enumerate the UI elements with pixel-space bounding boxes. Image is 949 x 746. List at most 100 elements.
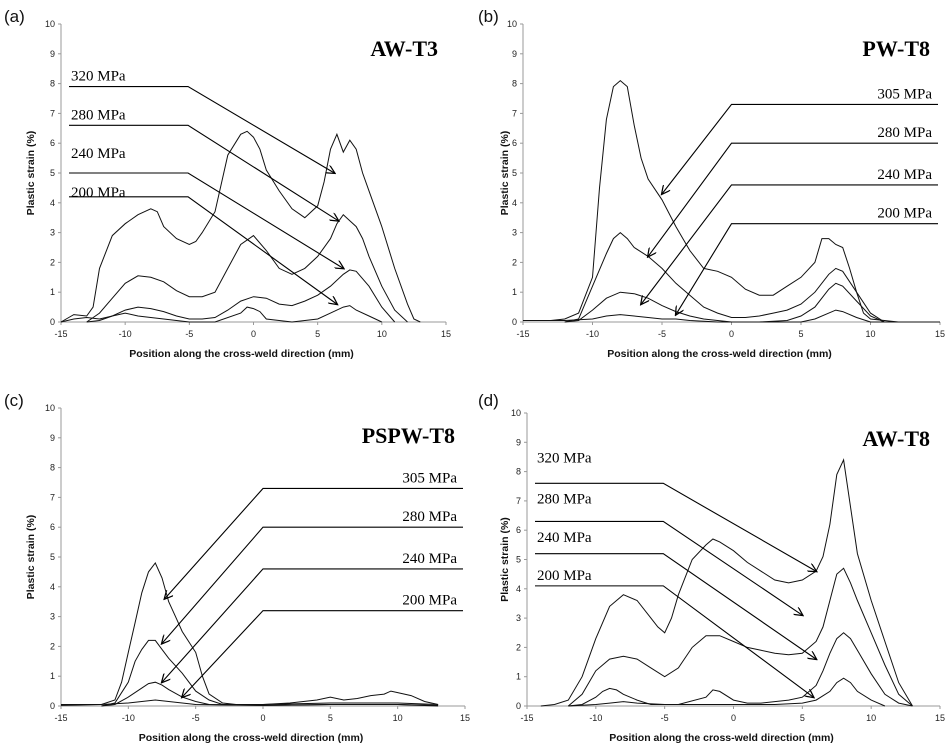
x-tick-label: 15 xyxy=(460,713,470,723)
y-tick-label: 4 xyxy=(50,198,55,208)
annotation-label: 305 MPa xyxy=(877,86,932,102)
x-tick-label: -15 xyxy=(516,329,529,339)
y-tick-label: 6 xyxy=(50,138,55,148)
y-axis-label: Plastic strain (%) xyxy=(499,131,511,216)
series-line-2 xyxy=(86,213,408,323)
x-tick-label: 10 xyxy=(866,713,876,723)
panel-label: (c) xyxy=(4,391,24,410)
y-tick-label: 8 xyxy=(516,467,521,477)
chart-title: AW-T3 xyxy=(370,36,438,61)
annotation-arrow xyxy=(69,86,334,173)
series-line-3 xyxy=(564,282,885,323)
series-line-2 xyxy=(567,567,913,707)
series-line-3 xyxy=(568,632,913,707)
annotation-arrow xyxy=(535,553,816,659)
y-tick-label: 10 xyxy=(45,403,55,413)
y-tick-label: 9 xyxy=(50,49,55,59)
x-axis-label: Position along the cross-weld direction … xyxy=(609,732,834,744)
x-tick-label: 10 xyxy=(865,329,875,339)
y-tick-label: 1 xyxy=(50,287,55,297)
annotation-label: 305 MPa xyxy=(402,470,457,486)
y-tick-label: 10 xyxy=(511,408,521,418)
x-tick-label: 5 xyxy=(800,713,805,723)
panel-label: (b) xyxy=(478,7,499,26)
x-tick-label: 0 xyxy=(251,329,256,339)
y-tick-label: 8 xyxy=(50,463,55,473)
series-line-1 xyxy=(60,130,421,323)
annotation-arrow xyxy=(535,585,813,697)
y-tick-label: 4 xyxy=(50,582,55,592)
y-tick-label: 7 xyxy=(50,492,55,502)
chart-panel-1: (a) 0 1 2 3 4 5 6 7 8 9 10 -15 -10 -5 0 5 10 15 Position al… xyxy=(4,7,451,360)
x-tick-label: 10 xyxy=(377,329,387,339)
x-tick-label: -10 xyxy=(122,713,135,723)
x-tick-label: -15 xyxy=(54,713,67,723)
series-line-3 xyxy=(101,681,439,707)
annotation-arrow xyxy=(641,184,938,304)
x-tick-label: -10 xyxy=(589,713,602,723)
y-tick-label: 5 xyxy=(512,168,517,178)
annotation-arrow xyxy=(162,568,463,682)
annotation-label: 240 MPa xyxy=(402,551,457,567)
y-axis-label: Plastic strain (%) xyxy=(25,131,37,216)
x-tick-label: 0 xyxy=(731,713,736,723)
y-tick-label: 5 xyxy=(50,552,55,562)
panel-label: (d) xyxy=(478,391,499,410)
annotation-arrow xyxy=(69,196,337,304)
annotation-arrow xyxy=(182,610,463,697)
y-tick-label: 4 xyxy=(516,584,521,594)
chart-panel-2: (b) 0 1 2 3 4 5 6 7 8 9 10 -15 -10 -5 0 5 10 15 Position al… xyxy=(478,7,945,360)
series-line-3 xyxy=(86,269,396,323)
series-line-4 xyxy=(523,309,940,323)
y-axis-label: Plastic strain (%) xyxy=(25,515,37,600)
chart-title: AW-T8 xyxy=(862,426,930,451)
y-tick-label: 3 xyxy=(50,228,55,238)
annotation-arrow xyxy=(165,487,463,598)
y-tick-label: 6 xyxy=(512,138,517,148)
y-tick-label: 5 xyxy=(50,168,55,178)
x-tick-label: -5 xyxy=(658,329,666,339)
annotation-label: 200 MPa xyxy=(537,568,592,584)
annotation-label: 240 MPa xyxy=(877,167,932,183)
x-tick-label: -10 xyxy=(119,329,132,339)
x-tick-label: 0 xyxy=(260,713,265,723)
y-tick-label: 8 xyxy=(50,79,55,89)
x-tick-label: 15 xyxy=(935,329,945,339)
chart-panel-3: (c) 0 1 2 3 4 5 6 7 8 9 10 -15 -10 -5 0 5 10 15 Position al… xyxy=(4,391,470,744)
x-tick-label: -10 xyxy=(586,329,599,339)
y-tick-label: 9 xyxy=(516,437,521,447)
y-tick-label: 7 xyxy=(512,108,517,118)
x-axis-label: Position along the cross-weld direction … xyxy=(607,348,832,360)
x-tick-label: 5 xyxy=(798,329,803,339)
annotation-arrow xyxy=(662,103,938,193)
series-line-1 xyxy=(61,562,439,705)
series-line-1 xyxy=(523,79,899,323)
x-tick-label: 15 xyxy=(441,329,451,339)
series-line-4 xyxy=(60,699,439,706)
x-tick-label: -15 xyxy=(54,329,67,339)
y-tick-label: 0 xyxy=(50,317,55,327)
y-tick-label: 0 xyxy=(512,317,517,327)
x-tick-label: 10 xyxy=(393,713,403,723)
x-tick-label: 5 xyxy=(315,329,320,339)
annotation-label: 240 MPa xyxy=(71,146,126,162)
y-tick-label: 7 xyxy=(516,496,521,506)
annotation-label: 200 MPa xyxy=(402,593,457,609)
y-tick-label: 1 xyxy=(512,287,517,297)
annotation-label: 280 MPa xyxy=(71,107,126,123)
annotation-arrow xyxy=(535,482,816,571)
annotation-arrow xyxy=(676,223,938,315)
series-line-4 xyxy=(568,677,886,707)
y-tick-label: 6 xyxy=(50,522,55,532)
y-tick-label: 8 xyxy=(512,79,517,89)
y-tick-label: 3 xyxy=(516,613,521,623)
y-tick-label: 6 xyxy=(516,525,521,535)
series-line-2 xyxy=(564,231,885,323)
x-tick-label: -15 xyxy=(520,713,533,723)
y-tick-label: 2 xyxy=(512,257,517,267)
chart-panel-4: (d) 0 1 2 3 4 5 6 7 8 9 10 -15 -10 -5 0 5 10 15 Position al… xyxy=(478,391,945,744)
y-tick-label: 10 xyxy=(45,19,55,29)
annotation-arrow xyxy=(648,142,938,256)
x-tick-label: -5 xyxy=(661,713,669,723)
